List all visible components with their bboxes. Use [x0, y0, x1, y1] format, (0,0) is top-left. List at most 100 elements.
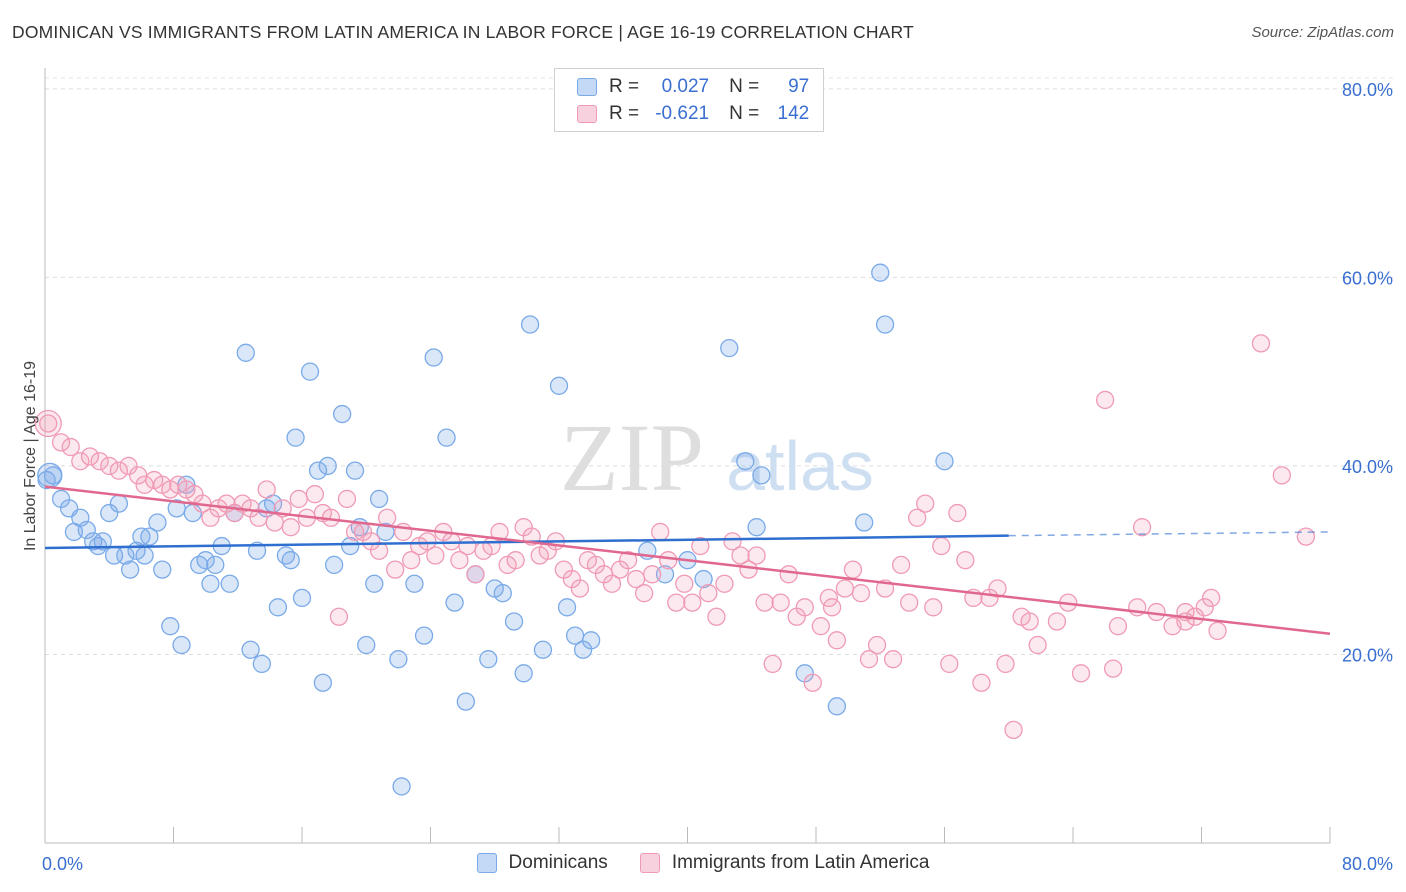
latin-america-point	[634, 584, 654, 603]
latin-america-point	[988, 579, 1007, 598]
dominican-point	[520, 315, 540, 334]
latin-america-point	[699, 584, 718, 603]
dominican-point	[549, 376, 569, 395]
latin-america-point	[675, 574, 694, 593]
dominican-point	[201, 574, 220, 593]
dominican-point	[333, 404, 352, 424]
watermark-zip: ZIP	[560, 404, 704, 511]
dominican-point	[241, 640, 260, 659]
latin-america-point	[723, 532, 742, 551]
latin-america-point	[843, 560, 863, 579]
legend-item-dominicans[interactable]: Dominicans	[476, 852, 608, 874]
dominican-point	[300, 362, 320, 381]
legend-item-latin-america[interactable]: Immigrants from Latin America	[639, 852, 930, 874]
latin-america-point	[109, 461, 129, 480]
dominican-point	[414, 626, 434, 645]
dominican-point	[827, 697, 847, 716]
latin-america-point	[827, 631, 847, 650]
dominican-point	[581, 631, 601, 650]
latin-america-point	[822, 598, 842, 617]
dominican-point	[392, 777, 411, 796]
latin-america-point	[707, 607, 726, 626]
dominican-point	[533, 640, 553, 659]
latin-america-point	[305, 485, 325, 504]
latin-america-trend-line	[44, 485, 1331, 635]
latin-america-point	[618, 551, 638, 570]
dominican-point	[504, 612, 524, 631]
dominican-point	[514, 664, 533, 683]
latin-america-point	[835, 579, 855, 598]
trend-layer	[44, 485, 1331, 635]
latin-america-point	[1108, 617, 1128, 636]
dominican-point	[161, 617, 180, 636]
latin-america-point	[771, 593, 790, 612]
latin-america-point	[867, 635, 887, 655]
latin-america-point	[466, 565, 485, 584]
latin-america-point	[908, 508, 927, 527]
latin-america-point	[747, 546, 766, 565]
y-tick-label: 20.0%	[1342, 645, 1393, 665]
latin-america-point	[851, 584, 871, 603]
latin-america-point	[1195, 598, 1214, 617]
latin-america-point	[386, 560, 405, 579]
axes-layer	[44, 68, 1331, 844]
latin-america-point	[1004, 720, 1023, 740]
latin-america-point	[948, 503, 967, 523]
dominican-point	[206, 555, 225, 575]
latin-america-point	[643, 565, 662, 584]
latin-america-point	[80, 447, 100, 466]
latin-america-point	[683, 593, 702, 612]
latin-america-point	[1095, 390, 1115, 410]
legend-n-value: 142	[777, 103, 810, 124]
dominican-point	[479, 650, 498, 669]
latin-america-point	[1201, 588, 1221, 608]
dominican-point	[736, 452, 755, 471]
dominican-point	[445, 593, 464, 612]
dominican-point	[437, 428, 456, 447]
legend-swatch-dominicans	[577, 78, 597, 96]
dominican-point	[341, 536, 360, 556]
dominican-point	[747, 518, 766, 537]
latin-america-point	[329, 607, 349, 626]
latin-america-point	[651, 522, 670, 542]
dominican-point	[313, 673, 333, 692]
dominican-point	[100, 503, 119, 523]
dominican-point	[292, 588, 312, 608]
y-axis-title: In Labor Force | Age 16-19	[22, 361, 39, 551]
latin-america-point	[924, 598, 943, 617]
dominican-point	[140, 527, 159, 546]
x-tick-label-min: 0.0%	[42, 854, 83, 874]
dominican-point	[281, 551, 300, 570]
y-tick-label: 40.0%	[1342, 457, 1393, 477]
latin-america-point	[1296, 527, 1316, 546]
latin-america-point	[1251, 334, 1271, 353]
latin-america-point	[811, 617, 830, 636]
latin-america-point	[257, 480, 276, 499]
latin-america-point	[1028, 635, 1047, 655]
latin-america-point	[972, 673, 991, 692]
legend-label-latin-america: Immigrants from Latin America	[671, 852, 930, 873]
latin-america-point	[731, 546, 750, 565]
legend-n-value: 97	[788, 76, 810, 97]
latin-america-point	[51, 433, 71, 452]
latin-america-point	[418, 532, 437, 551]
latin-america-point	[34, 409, 62, 438]
latin-america-point	[119, 456, 138, 476]
latin-america-point	[1047, 612, 1067, 631]
dominican-point	[389, 650, 408, 669]
dominican-point	[109, 494, 129, 513]
dominican-point	[405, 574, 424, 593]
latin-america-point	[402, 551, 421, 570]
dominican-point	[493, 584, 512, 603]
dominican-point	[93, 532, 112, 551]
latin-america-point	[61, 437, 80, 457]
dominican-point	[172, 635, 191, 655]
legend-n-label: N =	[729, 103, 760, 124]
legend-swatch-latin-america	[577, 105, 597, 123]
dominican-point	[37, 462, 63, 489]
axis-labels-layer: 20.0% 40.0% 60.0% 80.0% 0.0% 80.0% In Labor Fo…	[22, 80, 1393, 874]
latin-america-point	[916, 494, 935, 513]
latin-america-point	[1104, 659, 1123, 678]
legend-label-dominicans: Dominicans	[508, 852, 608, 873]
latin-america-point	[956, 551, 975, 570]
